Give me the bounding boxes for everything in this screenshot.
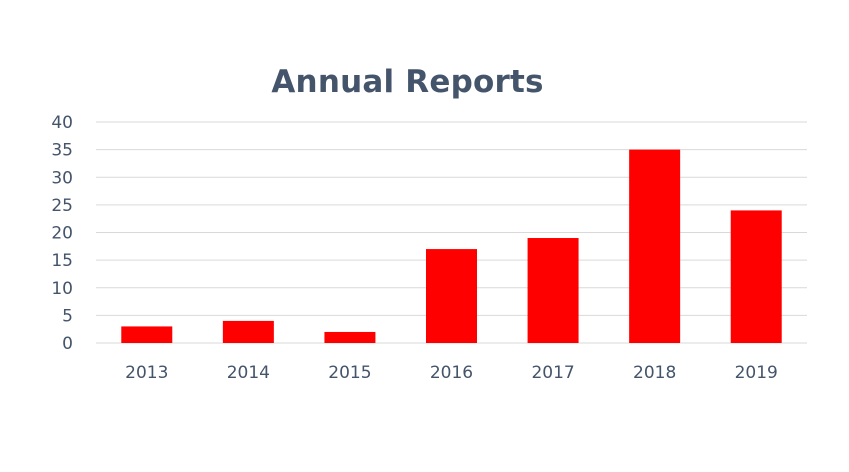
y-tick-label: 10 [51,279,73,299]
x-tick-label: 2014 [227,363,270,383]
bar [730,210,782,343]
bar [324,331,376,343]
y-tick-label: 40 [51,113,73,133]
bar [426,249,477,343]
y-tick-label: 25 [51,196,73,216]
bar [121,326,173,343]
x-tick-label: 2018 [633,363,676,383]
x-tick-label: 2013 [125,363,168,383]
chart-title: Annual Reports [271,64,544,100]
y-tick-label: 35 [51,141,73,161]
y-tick-label: 15 [51,251,73,271]
x-tick-label: 2017 [531,363,574,383]
x-tick-label: 2015 [328,363,371,383]
bar [222,320,274,343]
y-tick-label: 0 [62,334,73,354]
y-tick-label: 5 [62,306,73,326]
y-tick-label: 20 [51,224,73,244]
y-tick-label: 30 [51,168,73,188]
x-tick-label: 2016 [430,363,473,383]
bar [527,238,579,343]
x-tick-label: 2019 [735,363,778,383]
bar [629,149,681,343]
